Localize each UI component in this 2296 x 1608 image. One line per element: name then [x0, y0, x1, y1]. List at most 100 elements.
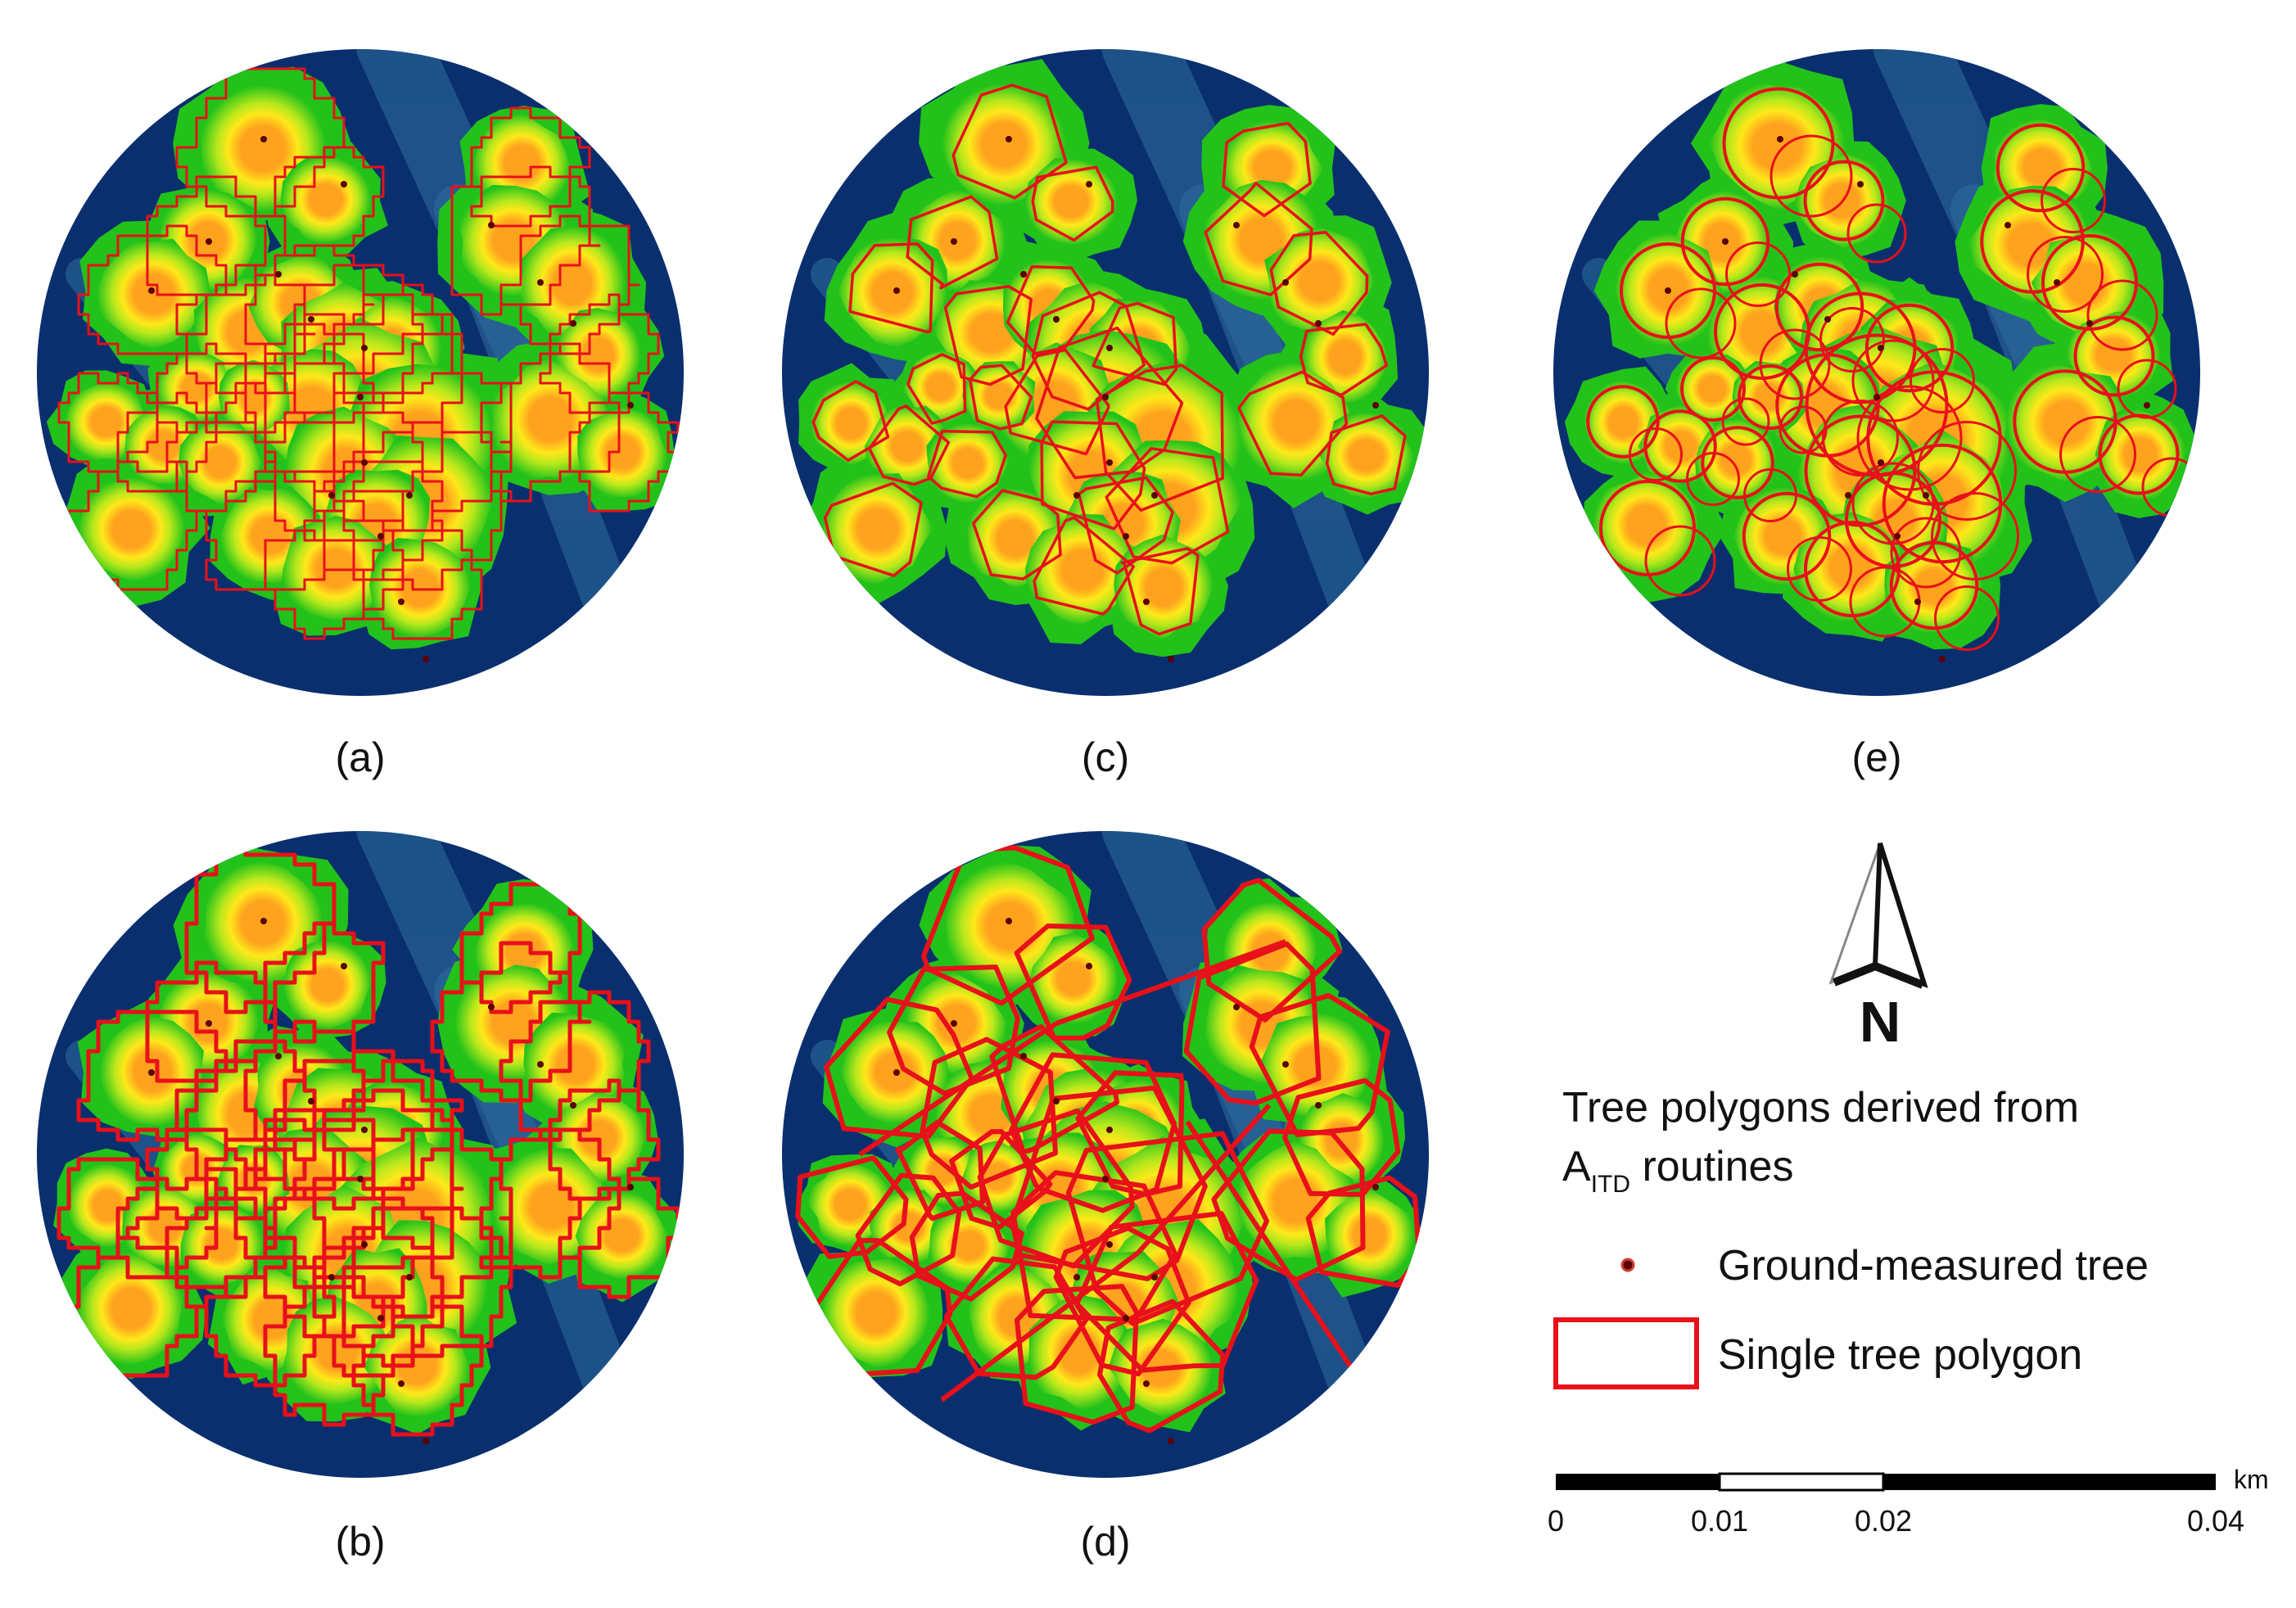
ground-measured-tree [406, 1274, 413, 1281]
single-tree-polygon [76, 1010, 228, 1142]
ground-measured-tree [1845, 492, 1851, 499]
ground-measured-tree [1315, 1102, 1322, 1109]
scale-tick-1: 0.01 [1691, 1504, 1748, 1538]
single-tree-polygon [949, 1129, 1053, 1230]
ground-measured-tree [2054, 279, 2060, 286]
single-tree-polygon [1077, 476, 1174, 575]
scale-unit: km [2234, 1465, 2269, 1494]
single-tree-polygon [1803, 160, 1885, 242]
ground-measured-tree [148, 1069, 155, 1076]
single-tree-polygon [1882, 443, 2003, 564]
ground-measured-tree [1665, 287, 1671, 294]
single-tree-polygon [332, 332, 513, 532]
map-panel-c [782, 49, 1429, 696]
ground-measured-tree [1123, 1315, 1129, 1321]
ground-measured-tree [1372, 402, 1379, 409]
ground-measured-tree [1233, 1004, 1240, 1010]
ground-measured-tree [1878, 345, 1884, 351]
ground-measured-tree [1106, 1241, 1113, 1248]
single-tree-polygon [175, 67, 346, 218]
single-tree-polygon [1105, 447, 1230, 565]
ground-measured-tree [341, 963, 347, 969]
ground-measured-tree [1123, 533, 1129, 540]
panel-label-d: (d) [1080, 1519, 1130, 1565]
ground-measured-tree [537, 1061, 544, 1068]
single-tree-polygon [470, 106, 591, 228]
ground-measured-tree [423, 1438, 429, 1444]
ground-measured-tree [2004, 222, 2011, 228]
ground-measured-tree [406, 492, 413, 499]
voronoi-edge [1136, 1104, 1272, 1254]
single-tree-polygon [811, 380, 890, 462]
single-tree-polygon [1014, 924, 1132, 1041]
tree-crown [576, 1191, 668, 1280]
single-tree-polygon [323, 283, 454, 404]
single-tree-polygon [1010, 1085, 1208, 1281]
single-tree-polygon [1738, 364, 1803, 430]
ground-measured-tree [361, 345, 368, 351]
ground-measured-tree [1282, 1061, 1289, 1068]
ground-measured-tree [951, 1020, 957, 1027]
single-tree-polygon [823, 481, 923, 577]
single-tree-polygon [848, 242, 934, 334]
single-tree-polygon [2098, 413, 2180, 495]
map-panel-d [782, 831, 1429, 1478]
ground-measured-tree [260, 136, 267, 142]
single-tree-polygon [1211, 1128, 1366, 1283]
single-tree-polygon [480, 342, 621, 503]
ground-measured-tree [570, 320, 576, 327]
single-tree-polygon [1721, 397, 1770, 446]
single-tree-polygon [1680, 356, 1746, 422]
single-tree-polygon [450, 165, 601, 316]
single-tree-polygon [951, 84, 1068, 200]
ground-measured-tree [1086, 181, 1092, 187]
scale-tick-2: 0.02 [1855, 1504, 1912, 1538]
single-tree-polygon [906, 195, 999, 290]
ground-measured-tree [1792, 271, 1798, 278]
legend-title-line1: Tree polygons derived from [1562, 1084, 2079, 1131]
ground-measured-tree [1102, 394, 1109, 400]
single-tree-polygon [1092, 301, 1178, 386]
ground-measured-tree [328, 1274, 335, 1281]
voronoi-edge [1185, 1120, 1354, 1369]
single-tree-polygon [263, 921, 386, 1044]
ground-measured-tree [1282, 279, 1289, 286]
ground-measured-tree [1873, 394, 1880, 400]
single-tree-polygon [1586, 385, 1660, 458]
ground-measured-tree [627, 1184, 634, 1190]
tree-crown [1028, 933, 1119, 1024]
legend-title-a: A [1562, 1143, 1591, 1190]
single-tree-polygon [430, 941, 592, 1103]
legend-tree-point-symbol [1620, 1258, 1635, 1272]
single-tree-polygon [312, 1127, 513, 1319]
tree-crown [1024, 158, 1118, 246]
tree-crown [1318, 412, 1414, 499]
north-arrow-right-half [1872, 842, 1928, 988]
single-tree-polygon [906, 353, 967, 425]
ground-measured-tree [275, 271, 282, 278]
map-panel-a [37, 49, 684, 696]
single-tree-polygon [943, 285, 1033, 386]
single-tree-polygon [1183, 941, 1322, 1106]
ground-measured-tree [1151, 492, 1158, 499]
ground-measured-tree [1151, 1274, 1158, 1281]
single-tree-polygon [2041, 168, 2106, 233]
tree-crown [180, 1203, 264, 1286]
ground-measured-tree [377, 533, 384, 540]
single-tree-polygon [341, 1206, 513, 1368]
single-tree-polygon [56, 1157, 160, 1260]
tree-crown [280, 156, 372, 244]
north-arrow: N [1828, 842, 1928, 1054]
single-tree-polygon [989, 1023, 1119, 1155]
single-tree-polygon [1201, 878, 1343, 1023]
single-tree-polygon [1097, 1299, 1226, 1434]
single-tree-polygon [1035, 326, 1184, 480]
single-tree-polygon [972, 489, 1062, 580]
tree-polygons [811, 84, 1407, 636]
single-tree-polygon [1249, 992, 1390, 1137]
tree-crown [2095, 409, 2186, 501]
single-tree-polygon [1769, 134, 1853, 218]
single-tree-polygon [1282, 1077, 1401, 1197]
single-tree-polygon [1010, 1170, 1178, 1322]
